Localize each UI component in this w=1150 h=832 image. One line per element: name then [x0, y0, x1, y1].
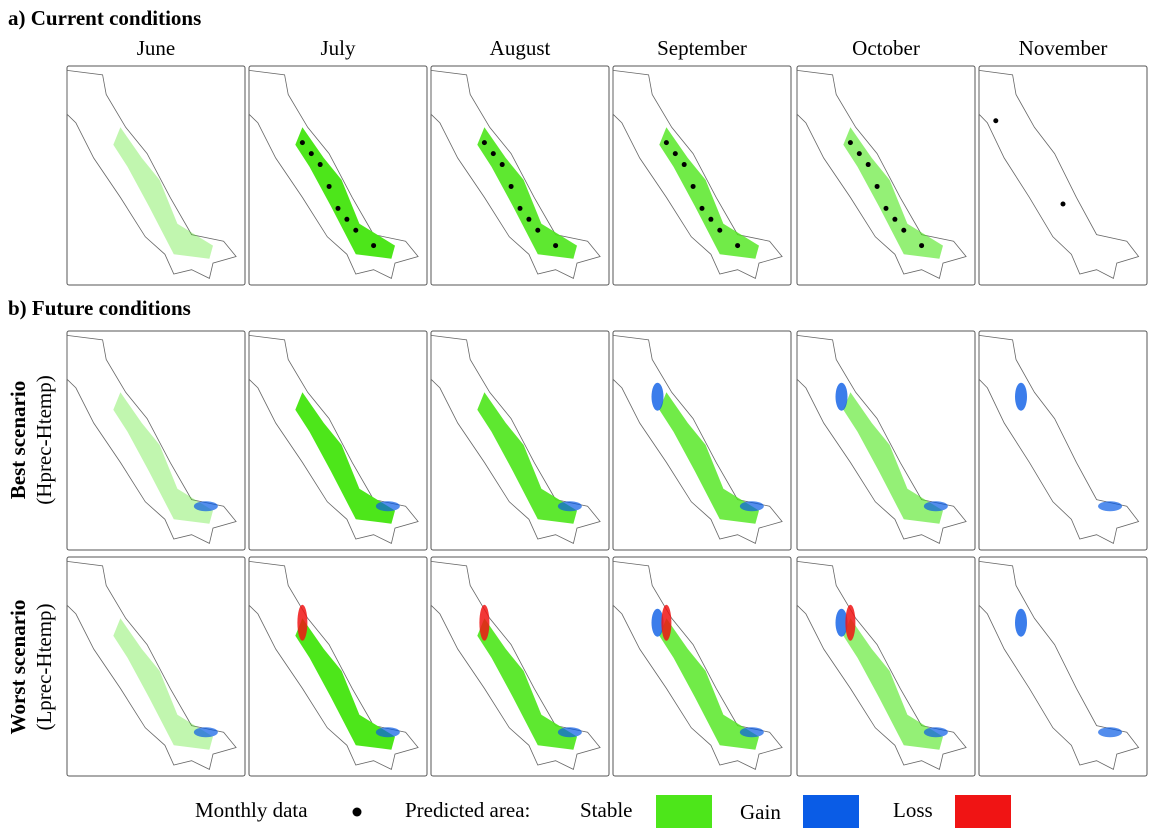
gain-area [376, 501, 400, 511]
gain-area [924, 501, 948, 511]
record-dot [344, 217, 349, 222]
record-dot [327, 184, 332, 189]
legend-swatch [656, 795, 712, 828]
map-panel [797, 557, 975, 776]
month-label: September [657, 36, 747, 60]
record-dot [717, 228, 722, 233]
record-dot [526, 217, 531, 222]
loss-area [661, 605, 671, 641]
record-dot [735, 243, 740, 248]
month-label: November [1019, 36, 1108, 60]
record-dot [700, 206, 705, 211]
record-dot [371, 243, 376, 248]
record-dot [866, 162, 871, 167]
map-panel [67, 557, 245, 776]
map-panel [431, 66, 609, 285]
legend-label: Monthly data [195, 798, 308, 822]
record-dot [318, 162, 323, 167]
gain-area [194, 501, 218, 511]
record-dot [353, 228, 358, 233]
map-panel [431, 557, 609, 776]
month-label: June [137, 36, 176, 60]
legend-dot [353, 808, 362, 817]
gain-area [1098, 501, 1122, 511]
record-dot [518, 206, 523, 211]
panel-frame [979, 331, 1147, 550]
record-dot [848, 140, 853, 145]
map-panel [797, 66, 975, 285]
record-dot [336, 206, 341, 211]
row-subtitle: (Lprec-Htemp) [32, 603, 56, 730]
record-dot [491, 151, 496, 156]
map-panel [249, 66, 427, 285]
gain-area [558, 727, 582, 737]
figure: a) Current conditions b) Future conditio… [0, 0, 1150, 832]
record-dot [535, 228, 540, 233]
section-b-title: b) Future conditions [8, 296, 191, 320]
gain-area [194, 727, 218, 737]
record-dot [857, 151, 862, 156]
panel-frame [979, 66, 1147, 285]
map-panel [979, 331, 1147, 550]
map-panel [979, 66, 1147, 285]
legend-label: Gain [740, 800, 781, 824]
record-dot [500, 162, 505, 167]
record-dot [300, 140, 305, 145]
map-panel [67, 331, 245, 550]
gain-area [652, 383, 664, 411]
row-subtitle: (Hprec-Htemp) [32, 375, 56, 504]
record-dot [691, 184, 696, 189]
gain-area [1098, 727, 1122, 737]
map-panel [613, 557, 791, 776]
record-dot [919, 243, 924, 248]
map-panel [979, 557, 1147, 776]
gain-area [558, 501, 582, 511]
gain-area [924, 727, 948, 737]
record-dot [682, 162, 687, 167]
legend-label: Loss [893, 798, 933, 822]
map-panel [613, 331, 791, 550]
legend-swatch [955, 795, 1011, 828]
map-panel [249, 557, 427, 776]
legend-swatch [803, 795, 859, 828]
month-label: October [852, 36, 920, 60]
map-panel [613, 66, 791, 285]
record-dot [482, 140, 487, 145]
record-dot [993, 118, 998, 123]
record-dot [901, 228, 906, 233]
record-dot [309, 151, 314, 156]
record-dot [884, 206, 889, 211]
gain-area [740, 501, 764, 511]
row-title: Worst scenario [6, 600, 30, 735]
legend-label: Stable [580, 798, 633, 822]
section-a-title: a) Current conditions [8, 6, 201, 30]
loss-area [845, 605, 855, 641]
gain-area [740, 727, 764, 737]
month-label: July [320, 36, 356, 60]
loss-area [479, 605, 489, 641]
record-dot [553, 243, 558, 248]
record-dot [664, 140, 669, 145]
record-dot [892, 217, 897, 222]
gain-area [1015, 609, 1027, 637]
record-dot [875, 184, 880, 189]
gain-area [836, 383, 848, 411]
record-dot [509, 184, 514, 189]
gain-area [376, 727, 400, 737]
legend-label: Predicted area: [405, 798, 530, 822]
gain-area [1015, 383, 1027, 411]
record-dot [1061, 201, 1066, 206]
panel-frame [979, 557, 1147, 776]
map-panel [431, 331, 609, 550]
record-dot [673, 151, 678, 156]
row-title: Best scenario [6, 381, 30, 499]
map-panel [797, 331, 975, 550]
record-dot [708, 217, 713, 222]
legend: Monthly data Predicted area: Stable Gain… [195, 795, 1011, 828]
map-panel [249, 331, 427, 550]
month-label: August [490, 36, 551, 60]
loss-area [297, 605, 307, 641]
map-panel [67, 66, 245, 285]
